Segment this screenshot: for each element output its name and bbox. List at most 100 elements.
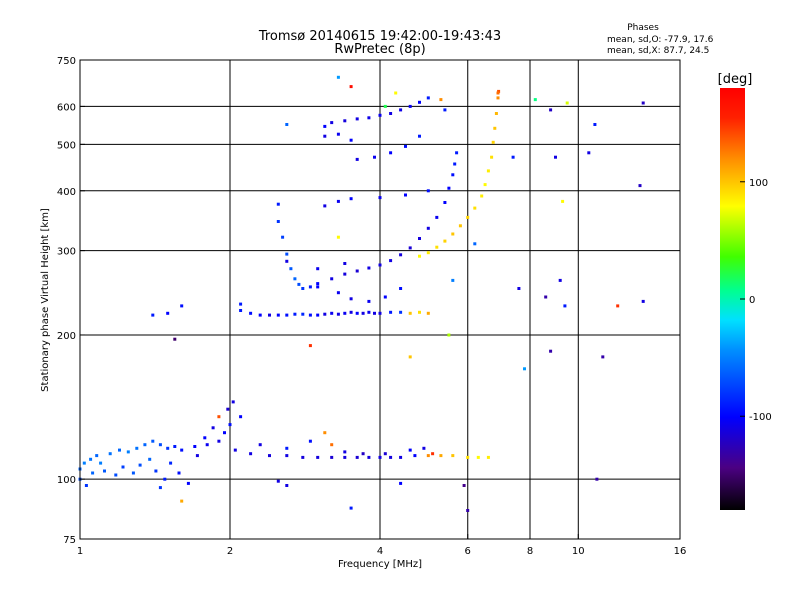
echo-point bbox=[418, 134, 421, 138]
echo-point bbox=[135, 446, 139, 450]
echo-point bbox=[418, 254, 421, 258]
echo-point bbox=[616, 304, 620, 308]
echo-point bbox=[258, 443, 262, 447]
echo-point bbox=[466, 455, 470, 459]
echo-point bbox=[239, 415, 243, 419]
echo-point bbox=[349, 310, 353, 314]
echo-point bbox=[343, 311, 347, 315]
echo-point bbox=[355, 455, 359, 459]
echo-point bbox=[378, 113, 382, 117]
echo-point bbox=[408, 311, 412, 315]
echo-point bbox=[565, 101, 569, 105]
echo-point bbox=[343, 455, 347, 459]
echo-point bbox=[276, 313, 280, 317]
echo-point bbox=[349, 138, 353, 142]
echo-point bbox=[367, 299, 371, 303]
echo-point bbox=[131, 471, 135, 475]
echo-point bbox=[422, 446, 426, 450]
colorbar-tick-label: 0 bbox=[749, 295, 755, 306]
echo-point bbox=[435, 215, 439, 219]
echo-point bbox=[154, 469, 158, 473]
echo-point bbox=[276, 479, 280, 483]
echo-point bbox=[148, 457, 152, 461]
echo-point bbox=[316, 455, 320, 459]
x-tick-label: 6 bbox=[465, 546, 471, 557]
echo-point bbox=[316, 267, 320, 271]
echo-point bbox=[177, 471, 181, 475]
echo-point bbox=[308, 285, 312, 289]
x-tick-label: 16 bbox=[674, 546, 687, 557]
echo-point bbox=[497, 89, 501, 93]
x-tick-label: 2 bbox=[227, 546, 233, 557]
y-tick-label: 600 bbox=[57, 102, 76, 113]
echo-point bbox=[166, 446, 170, 450]
echo-point bbox=[249, 452, 253, 456]
echo-point bbox=[323, 134, 327, 138]
echo-point bbox=[336, 199, 340, 203]
echo-point bbox=[443, 239, 447, 243]
echo-point bbox=[173, 337, 177, 341]
echo-point bbox=[205, 443, 209, 447]
echo-point bbox=[169, 461, 173, 465]
echo-point bbox=[466, 509, 470, 512]
echo-point bbox=[378, 455, 382, 459]
echo-point bbox=[367, 310, 371, 314]
stats-line-x: mean, sd,X: 87.7, 24.5 bbox=[607, 46, 709, 56]
echo-point bbox=[378, 311, 382, 315]
echo-point bbox=[549, 349, 553, 353]
echo-point bbox=[258, 313, 262, 317]
echo-point bbox=[336, 312, 340, 316]
echo-point bbox=[480, 194, 484, 198]
echo-point bbox=[399, 108, 403, 112]
echo-point bbox=[394, 91, 398, 95]
chart-subtitle: RwPretec (8p) bbox=[334, 42, 425, 57]
x-axis-ticks: 1 2 4 6 8 10 16 bbox=[77, 534, 687, 557]
echo-point bbox=[276, 202, 280, 206]
echo-point bbox=[641, 101, 645, 105]
stats-heading: Phases bbox=[627, 23, 659, 33]
echo-point bbox=[593, 123, 597, 126]
chart-title: Tromsø 20140615 19:42:00-19:43:43 bbox=[258, 29, 501, 44]
echo-point bbox=[285, 252, 289, 256]
echo-point bbox=[558, 278, 562, 282]
echo-point bbox=[330, 455, 334, 459]
echo-point bbox=[118, 448, 121, 452]
echo-point bbox=[151, 439, 155, 443]
echo-point bbox=[143, 443, 147, 447]
echo-point bbox=[343, 272, 347, 276]
colorbar-ticks: 100 0 -100 bbox=[740, 178, 772, 423]
echo-point bbox=[297, 282, 301, 286]
grid-layer bbox=[80, 60, 680, 539]
echo-point bbox=[285, 446, 289, 450]
echo-point bbox=[426, 226, 430, 230]
echo-point bbox=[217, 439, 221, 443]
echo-point bbox=[285, 313, 289, 317]
echo-point bbox=[166, 311, 170, 315]
echo-point bbox=[301, 455, 305, 459]
echo-point bbox=[226, 407, 230, 411]
echo-point bbox=[323, 204, 327, 208]
echo-point bbox=[490, 155, 494, 159]
data-points bbox=[78, 75, 645, 512]
echo-point bbox=[355, 311, 359, 315]
echo-point bbox=[408, 246, 412, 250]
echo-point bbox=[138, 463, 142, 467]
echo-point bbox=[486, 455, 490, 459]
echo-point bbox=[418, 237, 421, 240]
echo-point bbox=[361, 311, 365, 315]
echo-point bbox=[443, 108, 447, 112]
echo-point bbox=[549, 108, 553, 112]
echo-point bbox=[404, 144, 407, 148]
echo-point bbox=[523, 367, 526, 371]
echo-point bbox=[367, 116, 371, 120]
echo-point bbox=[418, 100, 421, 104]
echo-point bbox=[408, 355, 412, 359]
x-tick-label: 8 bbox=[527, 546, 533, 557]
echo-point bbox=[308, 344, 312, 348]
echo-point bbox=[180, 499, 184, 503]
echo-point bbox=[563, 304, 567, 308]
y-tick-label: 500 bbox=[57, 140, 76, 151]
echo-point bbox=[343, 119, 347, 123]
echo-point bbox=[289, 267, 293, 271]
echo-point bbox=[389, 112, 393, 115]
